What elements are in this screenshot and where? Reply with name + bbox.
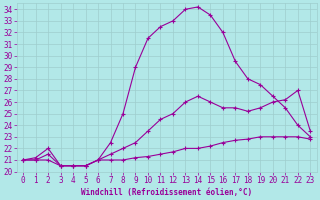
X-axis label: Windchill (Refroidissement éolien,°C): Windchill (Refroidissement éolien,°C): [81, 188, 252, 197]
